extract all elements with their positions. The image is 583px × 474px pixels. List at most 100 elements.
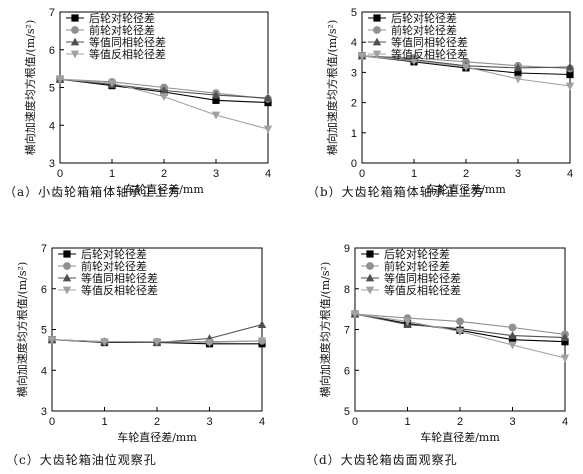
data-point-series-4 xyxy=(357,52,367,61)
data-point-series-4 xyxy=(560,354,570,363)
legend-item: 等值同相轮径差 xyxy=(368,35,468,49)
legend-label: 前轮对轮径差 xyxy=(391,23,457,37)
y-tick-label: 4 xyxy=(49,120,55,132)
y-axis-label: 横向加速度均方根值/(m/s²) xyxy=(23,20,37,155)
legend-item: 后轮对轮径差 xyxy=(66,11,155,25)
legend-label: 等值反相轮径差 xyxy=(391,47,468,61)
y-tick-label: 5 xyxy=(41,325,47,337)
legend-marker xyxy=(70,37,80,46)
x-tick-label: 3 xyxy=(213,168,219,180)
legend-item: 等值反相轮径差 xyxy=(368,47,468,61)
data-point-series-4 xyxy=(565,82,575,91)
data-point-series-4 xyxy=(461,63,471,72)
legend-item: 前轮对轮径差 xyxy=(66,23,155,37)
legend-label: 等值同相轮径差 xyxy=(384,271,461,285)
y-tick-label: 5 xyxy=(344,406,350,418)
data-point-series-3 xyxy=(565,62,575,71)
data-point-series-4 xyxy=(263,125,273,134)
x-tick-label: 3 xyxy=(515,168,521,180)
legend-item: 前轮对轮径差 xyxy=(368,23,457,37)
x-tick-label: 0 xyxy=(49,416,55,428)
data-point-series-3 xyxy=(159,86,169,94)
legend-label: 等值反相轮径差 xyxy=(384,283,461,297)
y-axis-label: 横向加速度均方根值/(m/s²) xyxy=(318,262,332,397)
legend-marker xyxy=(373,26,381,34)
x-tick-label: 3 xyxy=(206,416,212,428)
x-axis-label: 车轮直径差/mm xyxy=(426,182,506,196)
legend-label: 前轮对轮径差 xyxy=(89,23,155,37)
data-point-series-4 xyxy=(100,338,109,347)
data-point-series-4 xyxy=(513,75,523,84)
data-point-series-3 xyxy=(560,333,570,342)
y-tick-label: 7 xyxy=(49,7,55,19)
data-point-series-3 xyxy=(508,331,517,340)
y-tick-label: 1 xyxy=(351,128,357,140)
x-tick-label: 1 xyxy=(101,416,107,428)
y-tick-label: 7 xyxy=(41,243,47,255)
legend-item: 后轮对轮径差 xyxy=(361,247,450,261)
legend-item: 等值反相轮径差 xyxy=(58,283,158,297)
legend-label: 后轮对轮径差 xyxy=(81,247,147,261)
x-tick-label: 4 xyxy=(567,168,573,180)
legend-marker xyxy=(63,262,71,270)
legend-label: 等值同相轮径差 xyxy=(89,35,166,49)
y-tick-label: 5 xyxy=(351,7,357,19)
x-tick-label: 1 xyxy=(411,168,417,180)
data-point-series-2 xyxy=(456,317,464,326)
y-tick-label: 7 xyxy=(344,325,350,337)
legend-marker xyxy=(365,273,375,282)
legend-item: 后轮对轮径差 xyxy=(58,247,147,261)
data-point-series-4 xyxy=(455,328,465,336)
x-tick-label: 3 xyxy=(509,416,515,428)
y-tick-label: 0 xyxy=(351,158,357,170)
data-point-series-3 xyxy=(257,320,267,329)
legend-label: 等值反相轮径差 xyxy=(89,47,166,61)
data-point-series-4 xyxy=(55,75,65,84)
x-tick-label: 0 xyxy=(359,168,365,180)
caption-a: （a）小齿轮箱箱体轴承正上方 xyxy=(4,184,181,199)
y-tick-label: 3 xyxy=(351,67,357,79)
data-point-series-1 xyxy=(514,69,522,77)
legend-marker xyxy=(366,250,374,258)
data-point-series-3 xyxy=(263,93,273,102)
legend-marker xyxy=(71,14,79,22)
x-tick-label: 4 xyxy=(562,416,568,428)
data-point-series-4 xyxy=(350,310,360,319)
x-tick-label: 2 xyxy=(457,416,463,428)
data-point-series-4 xyxy=(159,93,169,101)
chart-panel-a: 0 1 2 3 4 3 4 5 6 7 车轮直径差/mm 横向加速度均方根值/(m/s²) 后轮对轮径差… xyxy=(4,7,273,199)
legend-label: 等值反相轮径差 xyxy=(81,283,158,297)
chart-panel-d: 0 1 2 3 4 5 6 7 8 9 车轮直径差/mm 横向加速度均方根值/(m/s²) 后轮对轮径差… xyxy=(306,243,570,467)
y-tick-label: 6 xyxy=(49,45,55,57)
x-tick-label: 2 xyxy=(463,168,469,180)
data-point-series-1 xyxy=(212,96,220,104)
legend-marker xyxy=(373,14,381,22)
y-tick-label: 9 xyxy=(344,243,350,255)
legend-marker xyxy=(372,50,382,59)
caption-b: （b）大齿轮箱箱体轴承正上方 xyxy=(307,184,485,199)
y-axis-label: 横向加速度均方根值/(m/s²) xyxy=(15,262,29,397)
legend-label: 等值同相轮径差 xyxy=(81,271,158,285)
legend-marker xyxy=(62,273,72,282)
legend-item: 前轮对轮径差 xyxy=(58,259,147,273)
y-tick-label: 6 xyxy=(344,365,350,377)
y-tick-label: 3 xyxy=(41,406,47,418)
data-point-series-4 xyxy=(152,338,162,347)
x-axis-label: 车轮直径差/mm xyxy=(124,182,204,196)
y-tick-label: 6 xyxy=(41,284,47,296)
data-point-series-4 xyxy=(403,317,412,326)
y-tick-label: 4 xyxy=(41,365,47,377)
x-tick-label: 0 xyxy=(57,168,63,180)
legend-item: 等值反相轮径差 xyxy=(361,283,461,297)
chart-panel-b: 0 1 2 3 4 0 1 2 3 4 5 车轮直径差/mm 横向加速度均方根值/(m/s²) 后轮对轮径… xyxy=(307,7,575,199)
x-tick-label: 2 xyxy=(161,168,167,180)
y-tick-label: 8 xyxy=(344,284,350,296)
legend-marker xyxy=(366,262,374,270)
x-axis-label: 车轮直径差/mm xyxy=(117,430,197,444)
caption-c: （c）大齿轮箱油位观察孔 xyxy=(6,452,157,467)
chart-panel-c: 0 1 2 3 4 3 4 5 6 7 车轮直径差/mm 横向加速度均方根值/(m/s²) 后轮对轮径差… xyxy=(6,243,267,467)
legend-marker xyxy=(372,37,382,46)
legend-label: 后轮对轮径差 xyxy=(384,247,450,261)
data-point-series-4 xyxy=(107,79,117,88)
